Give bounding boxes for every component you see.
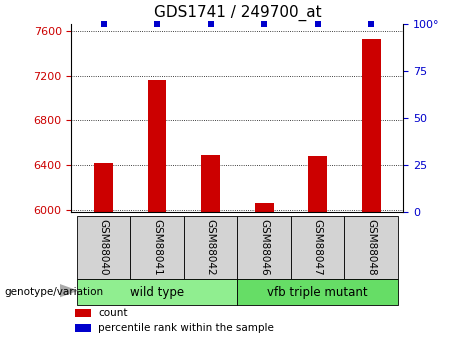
Text: GSM88048: GSM88048 bbox=[366, 219, 376, 276]
Bar bbox=[344, 216, 398, 279]
Bar bbox=[291, 216, 344, 279]
Bar bbox=[308, 156, 327, 212]
Text: GSM88040: GSM88040 bbox=[99, 219, 109, 276]
Text: GSM88046: GSM88046 bbox=[259, 219, 269, 276]
Bar bbox=[201, 155, 220, 212]
Bar bbox=[94, 163, 113, 212]
Bar bbox=[75, 324, 91, 332]
Bar bbox=[77, 216, 130, 279]
Text: wild type: wild type bbox=[130, 286, 184, 299]
Bar bbox=[184, 216, 237, 279]
Text: count: count bbox=[98, 308, 128, 318]
Bar bbox=[77, 279, 237, 305]
Bar bbox=[255, 203, 273, 212]
Bar bbox=[237, 216, 291, 279]
Bar bbox=[75, 309, 91, 317]
Text: GSM88047: GSM88047 bbox=[313, 219, 323, 276]
Bar bbox=[148, 80, 166, 212]
Title: GDS1741 / 249700_at: GDS1741 / 249700_at bbox=[154, 5, 321, 21]
Text: vfb triple mutant: vfb triple mutant bbox=[267, 286, 368, 299]
Text: percentile rank within the sample: percentile rank within the sample bbox=[98, 323, 274, 333]
Polygon shape bbox=[60, 284, 78, 297]
Bar bbox=[237, 279, 398, 305]
Bar bbox=[130, 216, 184, 279]
Text: GSM88041: GSM88041 bbox=[152, 219, 162, 276]
Bar bbox=[362, 39, 381, 212]
Text: genotype/variation: genotype/variation bbox=[5, 287, 104, 296]
Text: GSM88042: GSM88042 bbox=[206, 219, 216, 276]
